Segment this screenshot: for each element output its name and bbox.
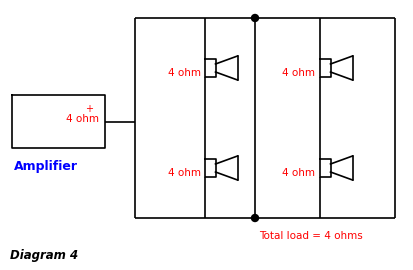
Circle shape [252, 214, 259, 221]
Circle shape [252, 15, 259, 22]
Text: 4 ohm: 4 ohm [282, 68, 316, 78]
Text: Diagram 4: Diagram 4 [10, 249, 78, 262]
Text: 4 ohm: 4 ohm [168, 68, 200, 78]
Text: Total load = 4 ohms: Total load = 4 ohms [259, 231, 363, 241]
Text: 4 ohm: 4 ohm [66, 114, 100, 124]
Text: Amplifier: Amplifier [14, 160, 78, 173]
Text: +: + [85, 104, 93, 114]
Text: 4 ohm: 4 ohm [168, 168, 200, 178]
Text: 4 ohm: 4 ohm [282, 168, 316, 178]
